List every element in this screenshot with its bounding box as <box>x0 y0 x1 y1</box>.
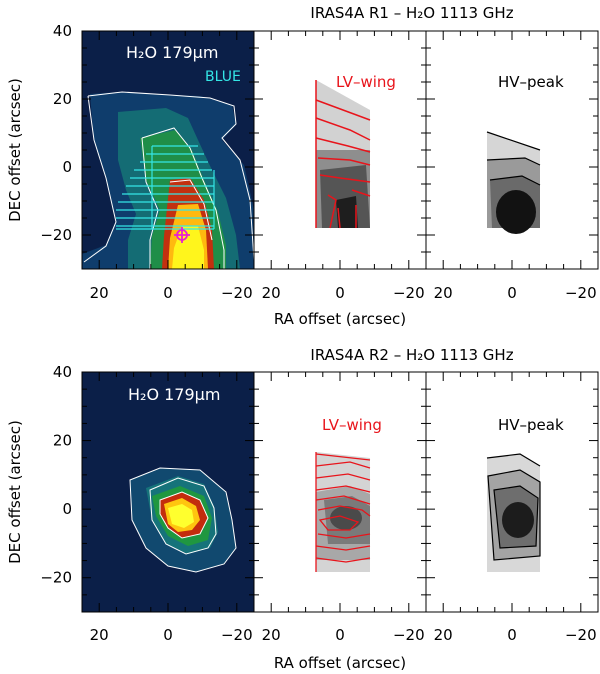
row1-map-panel: H₂O 179μm BLUE <box>81 30 255 270</box>
y-tick-label: 40 <box>53 22 72 40</box>
x-tick-label: 0 <box>507 284 517 302</box>
row1-xlabel: RA offset (arcsec) <box>274 310 406 328</box>
x-tick-label: 20 <box>262 626 281 644</box>
x-tick-label: 0 <box>163 626 173 644</box>
row2-wing-panel: LV–wing <box>253 371 427 613</box>
x-tick-label: 20 <box>434 284 453 302</box>
axes-layer: 20 0 −20 20 0 −20 20 0 −20 40 20 0 −20 20 0 −20 20 0 −20 20… <box>40 22 598 644</box>
y-tick-label: 40 <box>53 363 72 381</box>
x-tick-label: −20 <box>393 284 425 302</box>
row2: IRAS4A R2 – H₂O 1113 GHz H₂O 179μm <box>6 346 599 672</box>
x-tick-label: 0 <box>507 626 517 644</box>
row2-title: IRAS4A R2 – H₂O 1113 GHz <box>310 346 513 364</box>
emission-peak <box>172 226 204 269</box>
peak-label: HV–peak <box>498 73 564 91</box>
wing-label: LV–wing <box>322 416 382 434</box>
row1-wing-panel: LV–wing <box>253 30 427 270</box>
x-tick-label: −20 <box>221 626 253 644</box>
row1-ylabel: DEC offset (arcsec) <box>6 78 24 222</box>
x-tick-label: 0 <box>335 626 345 644</box>
map-label: H₂O 179μm <box>126 43 218 62</box>
row2-peak-panel: HV–peak <box>425 371 599 613</box>
blue-wing-contours <box>116 145 215 230</box>
x-tick-label: −20 <box>393 626 425 644</box>
wing-contours <box>315 80 371 229</box>
y-tick-label: −20 <box>40 226 72 244</box>
row2-ylabel: DEC offset (arcsec) <box>6 420 24 564</box>
map-contour-outer <box>87 91 255 261</box>
x-tick-label: −20 <box>221 284 253 302</box>
x-tick-label: 0 <box>163 284 173 302</box>
map-contour-outer-left <box>83 95 117 263</box>
map-sublabel: BLUE <box>205 69 241 85</box>
y-tick-label: 0 <box>62 158 72 176</box>
x-tick-label: −20 <box>565 626 597 644</box>
source-marker <box>174 227 190 243</box>
peak-label: HV–peak <box>498 416 564 434</box>
y-tick-label: 20 <box>53 90 72 108</box>
wing-contours <box>315 452 371 572</box>
row1-title: IRAS4A R1 – H₂O 1113 GHz <box>310 4 513 22</box>
row1-peak-panel: HV–peak <box>425 30 599 270</box>
x-tick-label: 20 <box>262 284 281 302</box>
y-tick-label: −20 <box>40 569 72 587</box>
peak-core <box>502 502 534 538</box>
row2-map-panel: H₂O 179μm <box>81 371 255 613</box>
map-contours <box>129 467 237 573</box>
x-tick-label: 0 <box>335 284 345 302</box>
emission-peak <box>168 504 194 528</box>
wing-label: LV–wing <box>336 73 396 91</box>
x-tick-label: 20 <box>90 284 109 302</box>
x-tick-label: −20 <box>565 284 597 302</box>
map-label: H₂O 179μm <box>128 385 220 404</box>
x-tick-label: 20 <box>434 626 453 644</box>
row2-xlabel: RA offset (arcsec) <box>274 654 406 672</box>
y-tick-label: 0 <box>62 500 72 518</box>
peak-core <box>496 190 536 234</box>
wing-peak-fill <box>336 196 358 228</box>
peak-contours <box>486 453 541 561</box>
x-tick-label: 20 <box>90 626 109 644</box>
peak-contours <box>486 131 541 186</box>
row1: IRAS4A R1 – H₂O 1113 GHz <box>6 4 599 328</box>
map-contour-inner <box>169 179 213 241</box>
y-tick-label: 20 <box>53 432 72 450</box>
